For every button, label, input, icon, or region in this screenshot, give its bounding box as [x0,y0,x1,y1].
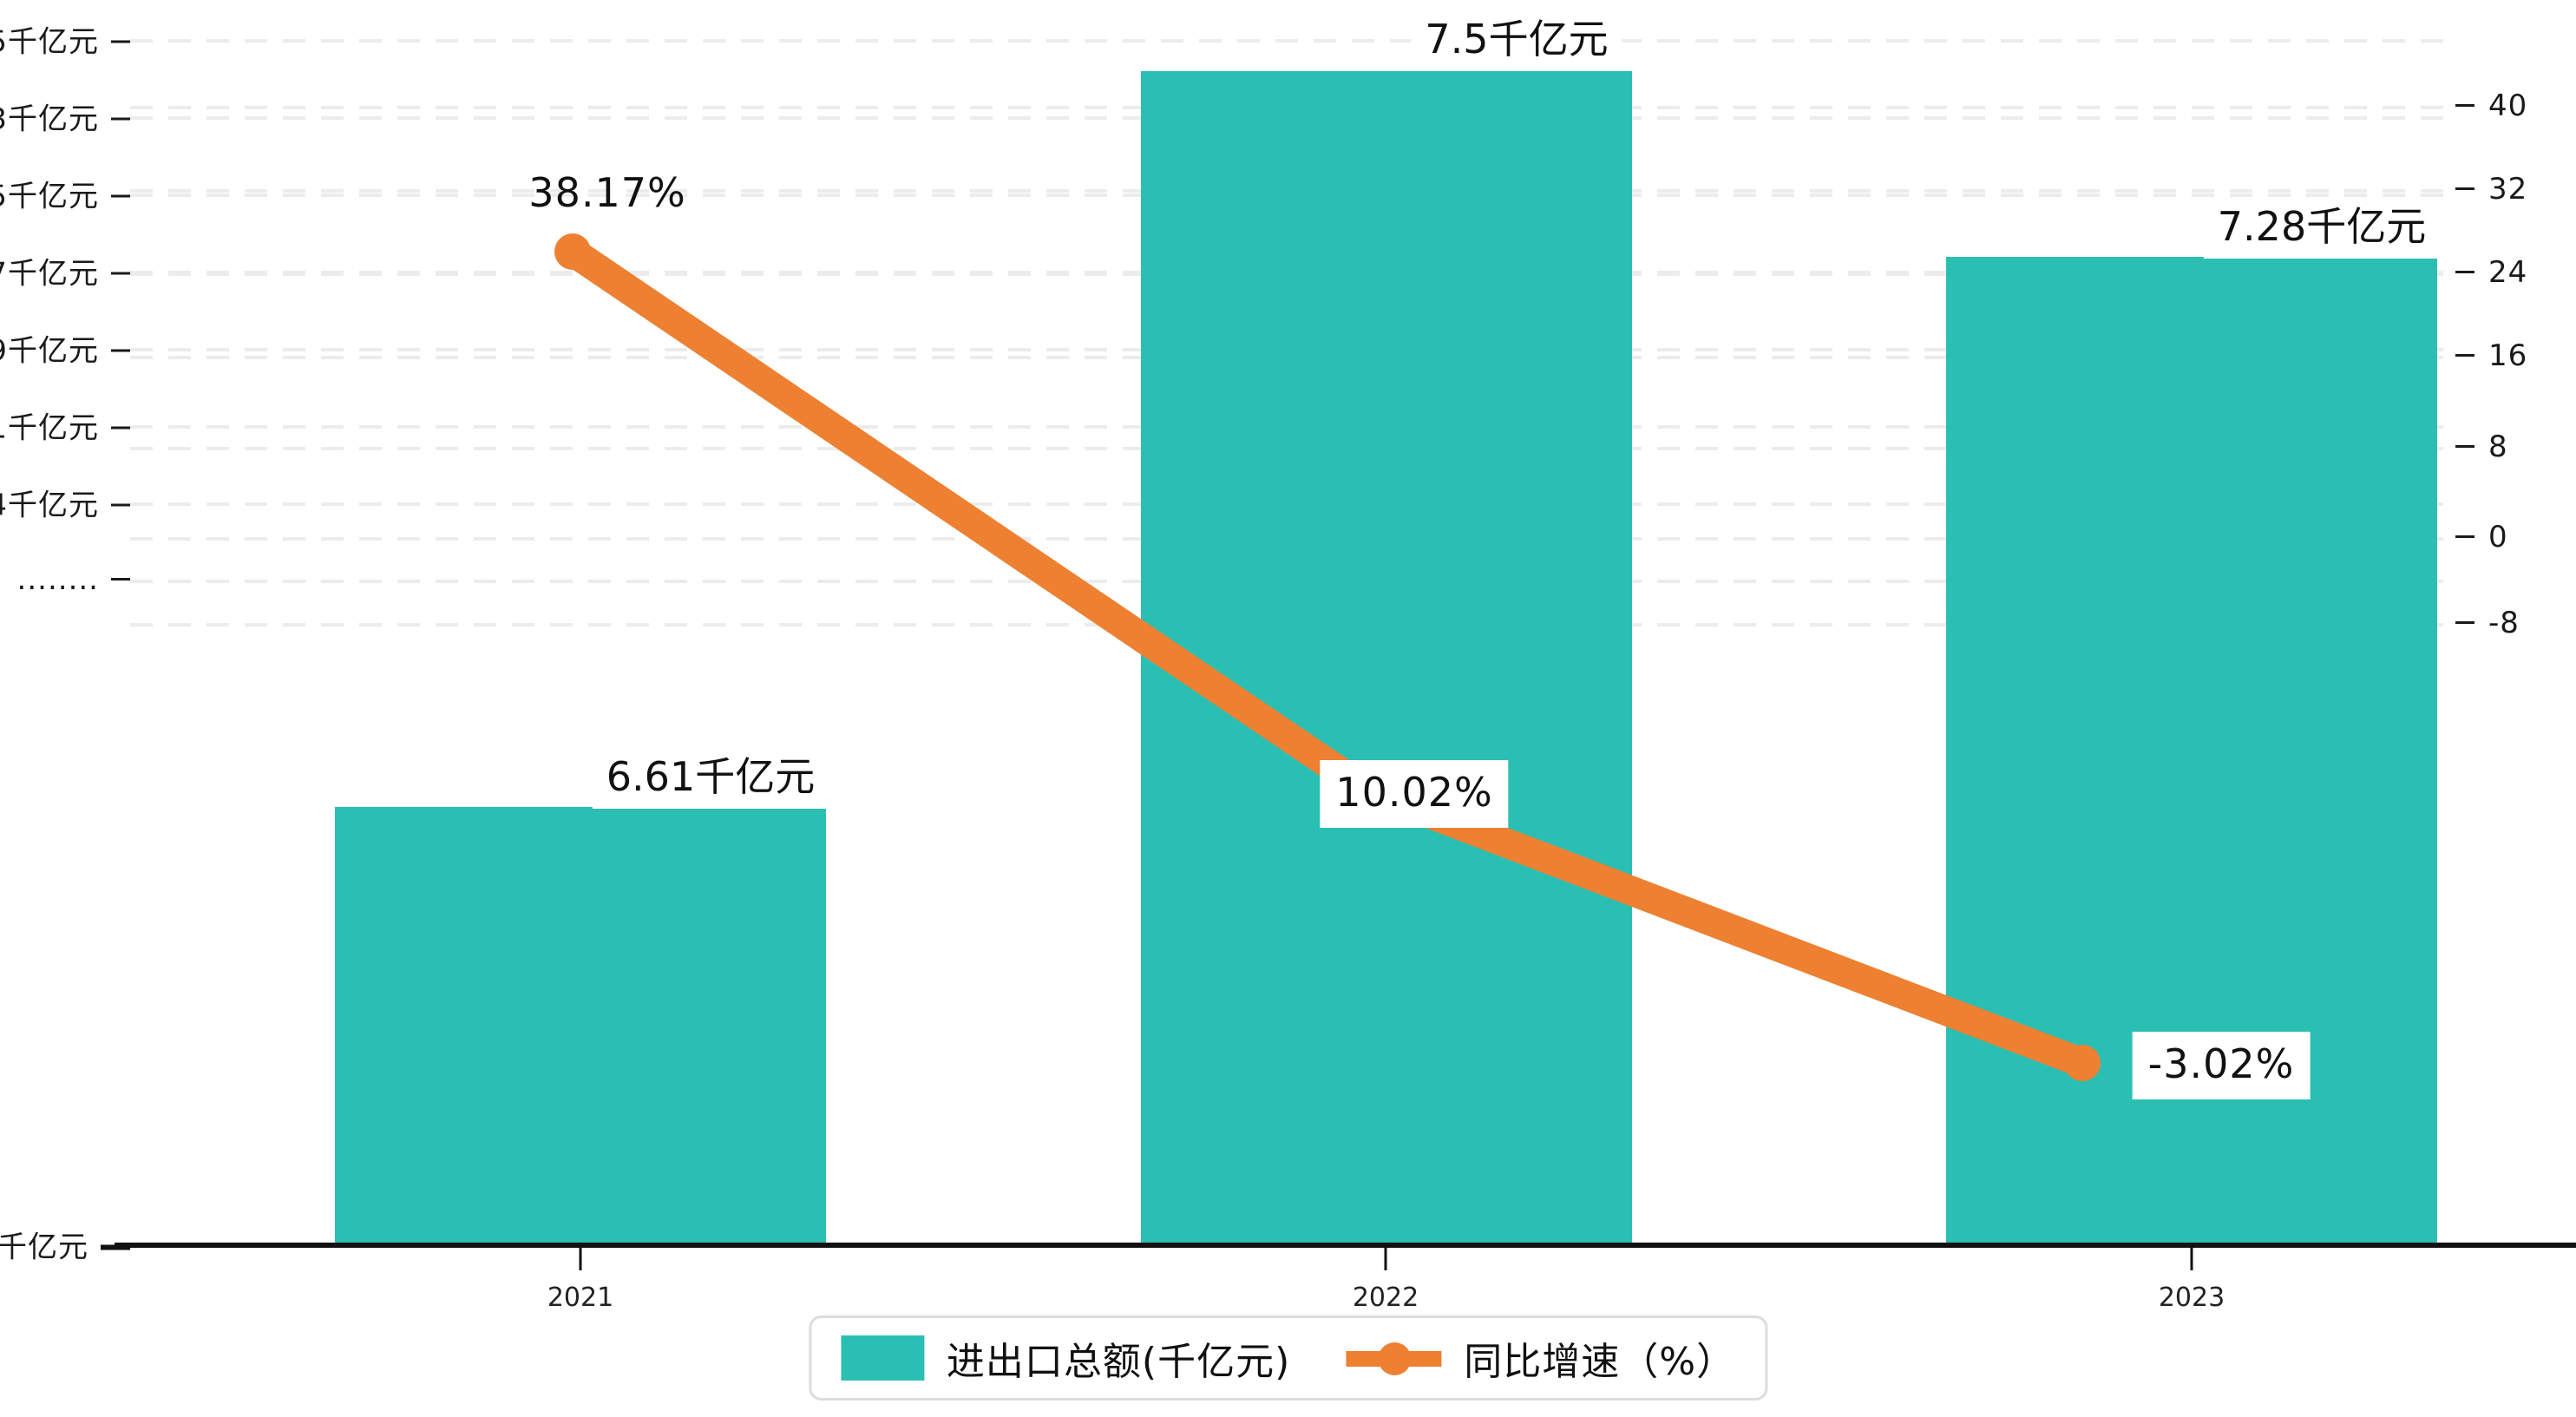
line-value-label-2023: -3.02% [2132,1032,2311,1099]
y-left-tick-text: 7.15千亿元 [0,179,99,214]
y-right-tick-8: 8 [2455,430,2508,464]
x-tickmark-2022 [1384,1248,1387,1270]
tick-dash-icon [111,272,130,275]
line-value-label-2021: 38.17% [528,169,686,216]
bar-swatch-icon [840,1335,924,1381]
legend-label-growth-rate: 同比增速（%） [1464,1340,1736,1384]
y-left-tick-text: 6.44千亿元 [0,488,99,523]
y-left-tick-6-44: 6.44千亿元 [0,482,130,524]
y-left-tick-text: 7.33千亿元 [0,102,99,137]
y-left-tick-text: 6.79千亿元 [0,333,99,369]
bar-value-label-2023: 7.28千亿元 [2203,198,2441,259]
line-value-label-2022: 10.02% [1320,760,1509,828]
y-right-tick-text: 24 [2488,255,2528,290]
tick-dash-icon [111,194,130,198]
axis-break-indicator: ........ [16,562,99,597]
y-left-tick-text: 6.61千亿元 [0,410,99,446]
plot-area: 6.61千亿元 7.5千亿元 7.28千亿元 38.17% 10.02% -3.… [130,0,2447,1244]
x-tickmark-2023 [2190,1248,2193,1270]
tick-dash-icon [2455,187,2474,190]
y-left-tick-0: 0千亿元 [0,1223,130,1266]
line-swatch-dot [1378,1342,1412,1375]
y-right-tick-text: 40 [2488,89,2528,123]
line-point-2021[interactable] [554,233,591,270]
line-point-2023[interactable] [2064,1045,2101,1081]
tick-dash-icon [111,349,130,352]
bar-value-label-2021: 6.61千亿元 [592,748,829,809]
tick-dash-icon [111,578,130,581]
bar-2022[interactable] [1141,71,1632,1244]
gridline [130,39,2447,43]
y-right-tick-40: 40 [2455,89,2527,123]
tick-dash-icon [2455,104,2474,107]
legend-label-import-export-total: 进出口总额(千亿元) [946,1340,1291,1384]
legend-item-growth-rate[interactable]: 同比增速（%） [1346,1330,1735,1386]
x-axis-line [115,1243,2576,1248]
y-left-tick-7-15: 7.15千亿元 [0,173,130,215]
tick-dash-icon [111,40,130,43]
tick-dash-icon [111,503,130,507]
y-left-tick-break: ........ [17,562,130,597]
y-right-tick-24: 24 [2455,255,2527,290]
y-left-tick-text: 7.5千亿元 [0,24,99,60]
y-left-tick-7-5: 7.5千亿元 [0,18,130,61]
y-left-tick-6-79: 6.79千亿元 [0,327,130,370]
legend-item-import-export-total[interactable]: 进出口总额(千亿元) [840,1330,1291,1386]
x-tickmark-2021 [579,1248,582,1270]
tick-dash-icon [2455,354,2474,357]
y-right-tick-0: 0 [2455,520,2508,554]
line-path[interactable] [564,239,2088,1077]
x-tick-label-2021: 2021 [547,1283,614,1313]
x-tick-label-2023: 2023 [2158,1283,2225,1313]
tick-dash-icon [2455,445,2474,448]
y-left-tick-6-97: 6.97千亿元 [0,250,130,292]
y-right-tick-32: 32 [2455,172,2527,207]
y-right-tick-text: 0 [2488,520,2508,554]
y-right-tick-neg8: -8 [2455,606,2520,640]
y-right-tick-text: 32 [2488,172,2528,207]
y-right-tick-16: 16 [2455,338,2527,373]
tick-dash-icon [111,426,130,430]
y-left-tick-text: 0千亿元 [0,1230,88,1265]
tick-dash-icon [111,117,130,121]
bar-2021[interactable] [335,807,826,1244]
y-left-tick-6-61: 6.61千亿元 [0,404,130,447]
y-right-tick-text: 8 [2488,430,2508,464]
tick-dash-icon [2455,271,2474,273]
growth-rate-line [554,233,2101,1081]
y-left-tick-text: 6.97千亿元 [0,256,99,292]
tick-dash-icon [2455,535,2474,538]
y-right-tick-text: 16 [2488,338,2528,373]
tick-dash-icon [101,1244,130,1250]
x-tick-label-2022: 2022 [1352,1283,1419,1313]
bar-value-label-2022: 7.5千亿元 [1411,10,1622,71]
line-swatch-icon [1346,1335,1442,1381]
y-right-tick-text: -8 [2488,606,2520,640]
chart-legend[interactable]: 进出口总额(千亿元) 同比增速（%） [808,1315,1768,1401]
y-left-tick-7-33: 7.33千亿元 [0,95,130,138]
tick-dash-icon [2455,621,2474,624]
